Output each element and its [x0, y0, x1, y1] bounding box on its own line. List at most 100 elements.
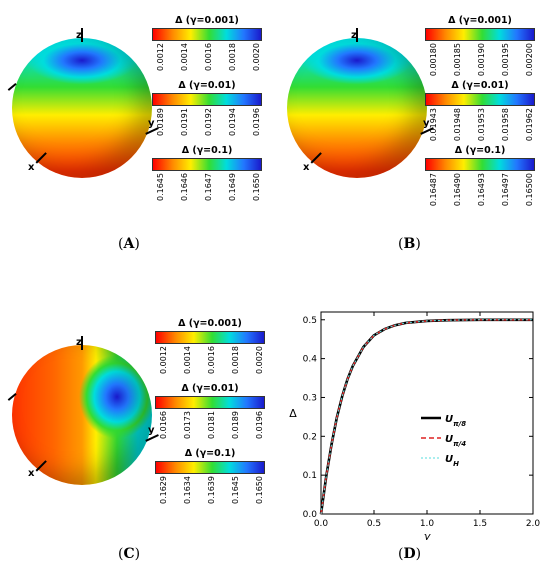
x-tick-label: 0.0	[314, 519, 329, 529]
colorbar-tick: 0.01958	[501, 108, 510, 142]
colorbar-tick: 0.16487	[429, 173, 438, 207]
colorbar-tick: 0.1645	[231, 476, 240, 504]
colorbar-a-1: Δ (γ=0.001) 0.0012 0.0014 0.0016 0.0018 …	[152, 15, 262, 81]
y-axis-label: y	[423, 118, 430, 129]
x-tick-label: 2.0	[526, 519, 541, 529]
panel-caption-d: (D)	[398, 546, 422, 562]
colorbar-tick: 0.0181	[207, 411, 216, 439]
colorbar-tick: 0.1634	[183, 476, 192, 504]
colorbar-tick: 0.0191	[180, 108, 189, 136]
x-axis-label: x	[303, 162, 310, 173]
y-tick-label: 0.3	[303, 393, 317, 403]
y-tick-label: 0.2	[303, 432, 317, 442]
legend-label: UH	[445, 454, 459, 468]
colorbar-tick: 0.01953	[477, 108, 486, 142]
colorbar-tick: 0.01948	[453, 108, 462, 142]
legend-label: Uπ/8	[445, 414, 466, 428]
panel-caption-a: (A)	[118, 236, 140, 252]
y-tick-label: 0.1	[303, 471, 317, 481]
colorbar-tick: 0.0014	[183, 346, 192, 374]
z-axis-label: z	[76, 30, 82, 41]
panel-a: z y x Δ (γ=0.001) 0.0012 0.0014 0.0016 0…	[0, 0, 275, 260]
x-tick-label: 0.5	[367, 519, 381, 529]
colorbar-tick: 0.0018	[231, 346, 240, 374]
colorbar-tick: 0.0192	[204, 108, 213, 136]
z-axis-line	[81, 28, 83, 42]
colorbar-tick: 0.0016	[204, 43, 213, 71]
panel-caption-b: (B)	[398, 236, 421, 252]
colorbar-b-2: Δ (γ=0.01) 0.01943 0.01948 0.01953 0.019…	[425, 80, 535, 146]
x-axis-label: x	[28, 468, 35, 479]
x-tick-label: 1.5	[473, 519, 487, 529]
colorbar-tick: 0.00190	[477, 43, 486, 77]
colorbar-tick: 0.16490	[453, 173, 462, 207]
legend-label: Uπ/4	[445, 434, 466, 448]
colorbar-tick: 0.1649	[228, 173, 237, 201]
bloch-sphere-b	[287, 38, 427, 178]
colorbar-tick: 0.0020	[255, 346, 264, 374]
colorbar-tick: 0.0173	[183, 411, 192, 439]
colorbar-gradient	[425, 28, 535, 41]
colorbar-tick: 0.0196	[255, 411, 264, 439]
colorbar-tick: 0.0012	[159, 346, 168, 374]
z-axis-line	[81, 336, 83, 350]
colorbar-tick: 0.00195	[501, 43, 510, 77]
panel-b: z y x Δ (γ=0.001) 0.00180 0.00185 0.0019…	[275, 0, 550, 260]
colorbar-tick: 0.0189	[156, 108, 165, 136]
colorbar-tick: 0.00180	[429, 43, 438, 77]
colorbar-title: Δ (γ=0.01)	[181, 383, 239, 394]
colorbar-c-2: Δ (γ=0.01) 0.0166 0.0173 0.0181 0.0189 0…	[155, 383, 265, 449]
colorbar-tick: 0.16500	[525, 173, 534, 207]
colorbar-gradient	[152, 158, 262, 171]
colorbar-title: Δ (γ=0.001)	[175, 15, 239, 26]
legend: Uπ/8 Uπ/4 UH	[421, 414, 466, 468]
line-chart: 0.0 0.5 1.0 1.5 2.0 0.0 0.1 0.2 0.3 0.4 0.5 γ Δ Uπ…	[289, 311, 541, 540]
x-axis-label: x	[28, 162, 35, 173]
colorbar-tick: 0.0014	[180, 43, 189, 71]
colorbar-tick: 0.1639	[207, 476, 216, 504]
panel-d: 0.0 0.5 1.0 1.5 2.0 0.0 0.1 0.2 0.3 0.4 0.5 γ Δ Uπ…	[275, 300, 550, 569]
colorbar-b-1: Δ (γ=0.001) 0.00180 0.00185 0.00190 0.00…	[425, 15, 535, 81]
colorbar-title: Δ (γ=0.001)	[448, 15, 512, 26]
z-axis-line	[356, 28, 358, 42]
colorbar-tick: 0.1647	[204, 173, 213, 201]
colorbar-tick: 0.00200	[525, 43, 534, 77]
y-tick-label: 0.4	[303, 355, 318, 365]
colorbar-tick: 0.01962	[525, 108, 534, 142]
series-line-3	[320, 319, 533, 515]
colorbar-gradient	[425, 93, 535, 106]
y-axis-label: y	[148, 118, 155, 129]
colorbar-tick: 0.1646	[180, 173, 189, 201]
colorbar-tick: 0.00185	[453, 43, 462, 77]
y-tick-label: 0.0	[303, 510, 318, 520]
plot-frame	[320, 311, 534, 515]
bloch-sphere-a	[12, 38, 152, 178]
colorbar-title: Δ (γ=0.1)	[454, 145, 506, 156]
colorbar-tick: 0.0012	[156, 43, 165, 71]
colorbar-tick: 0.0194	[228, 108, 237, 136]
colorbar-tick: 0.16493	[477, 173, 486, 207]
colorbar-a-2: Δ (γ=0.01) 0.0189 0.0191 0.0192 0.0194 0…	[152, 80, 262, 146]
colorbar-tick: 0.01943	[429, 108, 438, 142]
colorbar-gradient	[155, 396, 265, 409]
colorbar-title: Δ (γ=0.1)	[184, 448, 236, 459]
colorbar-c-1: Δ (γ=0.001) 0.0012 0.0014 0.0016 0.0018 …	[155, 318, 265, 384]
bloch-sphere-c	[12, 345, 152, 485]
colorbar-title: Δ (γ=0.001)	[178, 318, 242, 329]
axis-ticks: 0.0 0.5 1.0 1.5 2.0 0.0 0.1 0.2 0.3 0.4 0.5	[303, 312, 541, 529]
colorbar-tick: 0.0020	[252, 43, 261, 71]
colorbar-gradient	[152, 93, 262, 106]
colorbar-b-3: Δ (γ=0.1) 0.16487 0.16490 0.16493 0.1649…	[425, 145, 535, 211]
colorbar-tick: 0.1645	[156, 173, 165, 201]
colorbar-tick: 0.0196	[252, 108, 261, 136]
colorbar-title: Δ (γ=0.01)	[451, 80, 509, 91]
colorbar-tick: 0.1650	[252, 173, 261, 201]
colorbar-tick: 0.16497	[501, 173, 510, 207]
colorbar-tick: 0.0189	[231, 411, 240, 439]
y-axis-label: y	[148, 425, 155, 436]
colorbar-gradient	[425, 158, 535, 171]
colorbar-tick: 0.1650	[255, 476, 264, 504]
panel-caption-c: (C)	[118, 546, 141, 562]
colorbar-title: Δ (γ=0.01)	[178, 80, 236, 91]
colorbar-gradient	[155, 461, 265, 474]
